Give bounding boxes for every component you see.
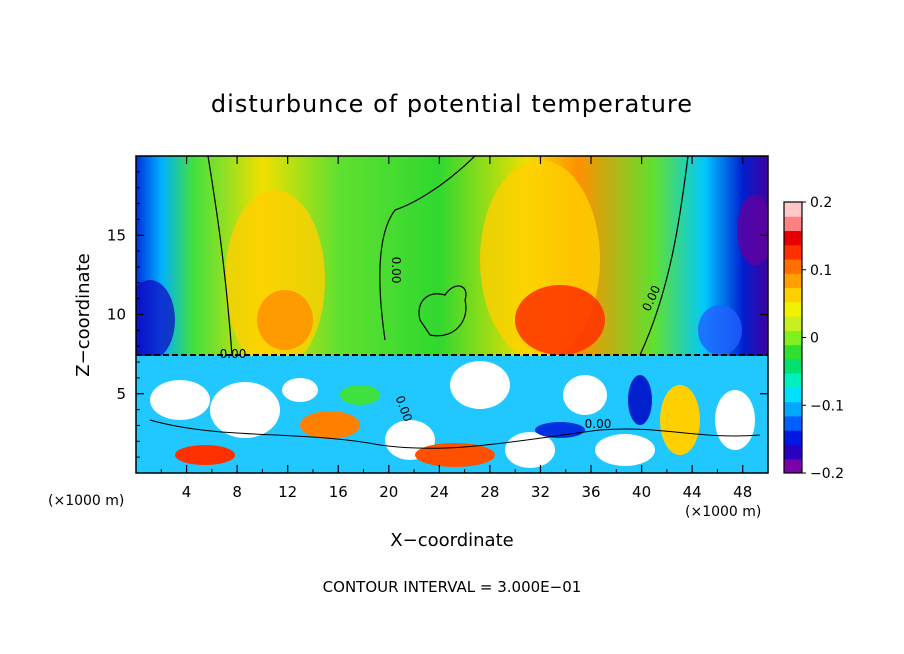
colorbar-swatch	[784, 387, 802, 403]
y-axis: 5 10 15	[107, 171, 768, 458]
x-tick-label: 48	[733, 483, 752, 501]
colorbar-tick-label: 0.1	[810, 263, 832, 279]
colorbar-swatch	[784, 259, 802, 274]
x-unit-label: (×1000 m)	[685, 504, 761, 520]
cool-left-lower	[136, 280, 175, 360]
x-axis-label: X−coordinate	[390, 530, 513, 551]
plot-area	[136, 156, 768, 473]
x-tick-label: 32	[531, 483, 550, 501]
colorbar-swatch	[784, 202, 802, 217]
colorbar-swatch	[784, 401, 802, 417]
colorbar-swatch	[784, 273, 802, 289]
chart-title: disturbunce of potential temperature	[211, 90, 693, 118]
zero-contour-blob	[418, 285, 467, 337]
z-unit-label: (×1000 m)	[48, 493, 124, 509]
colorbar-swatch	[784, 287, 802, 303]
contour-label: 0.00	[389, 257, 403, 284]
x-tick-label: 36	[581, 483, 600, 501]
colorbar-tick-label: −0.1	[810, 398, 844, 414]
zero-contour-left	[207, 156, 233, 356]
colorbar-swatch	[784, 444, 802, 460]
cool-right-upper	[737, 195, 768, 265]
zero-contour-lower	[149, 419, 761, 449]
x-tick-label: 8	[232, 483, 242, 501]
x-tick-label: 44	[683, 483, 702, 501]
colorbar-swatch	[784, 230, 802, 246]
contour-label: 0.00	[585, 417, 612, 431]
contour-interval: CONTOUR INTERVAL = 3.000E−01	[323, 578, 582, 596]
warm-core-right	[515, 285, 605, 355]
contour-label: 0.00	[220, 347, 247, 361]
colorbar-swatch	[784, 330, 802, 346]
colorbar-swatch	[784, 458, 802, 474]
colorbar-tick-label: 0.2	[810, 195, 832, 211]
y-tick-label: 5	[116, 385, 126, 403]
x-axis: 4 8 12 16 20 24 28 32 36 40 44 48	[160, 156, 752, 501]
x-tick-label: 24	[430, 483, 449, 501]
colorbar-swatch	[784, 244, 802, 260]
x-tick-label: 12	[278, 483, 297, 501]
turbulent-blobs	[150, 361, 755, 468]
colorbar-swatch	[784, 373, 802, 388]
warm-core-left	[257, 290, 313, 350]
y-axis-label: Z−coordinate	[73, 253, 94, 376]
colorbar-swatch	[784, 301, 802, 317]
colorbar-swatch	[784, 430, 802, 445]
cool-right-lower	[698, 305, 742, 355]
x-tick-label: 28	[480, 483, 499, 501]
zero-contour-right	[639, 156, 689, 356]
colorbar-swatch	[784, 344, 802, 360]
x-tick-label: 40	[632, 483, 651, 501]
colorbar-swatch	[784, 415, 802, 431]
x-tick-label: 4	[182, 483, 192, 501]
y-tick-label: 15	[107, 226, 126, 244]
x-tick-label: 16	[329, 483, 348, 501]
x-tick-label: 20	[379, 483, 398, 501]
colorbar-tick-label: −0.2	[810, 466, 844, 482]
zero-contour-center	[379, 156, 476, 341]
colorbar-swatch	[784, 316, 802, 331]
colorbar: 0.2 0.1 0 −0.1 −0.2	[783, 195, 844, 482]
colorbar-swatch	[784, 216, 802, 232]
colorbar-tick-label: 0	[810, 331, 819, 347]
colorbar-swatch	[784, 358, 802, 374]
y-tick-label: 10	[107, 306, 126, 324]
